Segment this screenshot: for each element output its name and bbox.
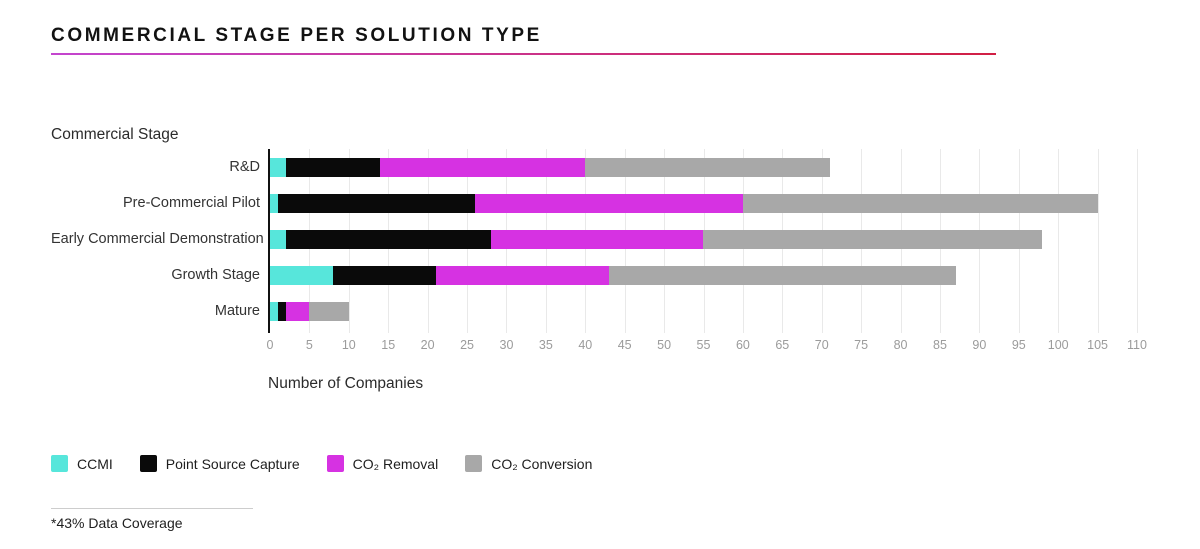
legend-item: CCMI	[51, 455, 113, 472]
x-tick-labels: 0 5 10 15 20 25 30 35 40 45 50 55 60 65 70 75 80 85 90 95 10…	[266, 333, 1147, 353]
category-label: Growth Stage	[171, 267, 260, 283]
x-tick-label: 70	[814, 338, 829, 352]
x-tick-label: 85	[933, 338, 947, 352]
category-label: Mature	[214, 303, 260, 319]
legend-item: CO₂ Removal	[326, 455, 439, 472]
chart-plot-row: R&D Pre-Commercial Pilot Early Commercial …	[51, 149, 1200, 352]
bar-segment	[490, 229, 704, 249]
gridline	[1058, 149, 1060, 333]
x-tick-label: 30	[499, 338, 514, 352]
legend-swatch	[51, 455, 68, 472]
bar-segment	[270, 265, 334, 285]
bar-row	[270, 221, 1137, 257]
bar-segment	[333, 265, 436, 285]
bar-track	[270, 265, 1137, 285]
legend: CCMI Point Source Capture CO₂ Removal CO₂ C…	[51, 455, 1200, 472]
x-tick-label: 60	[735, 338, 750, 352]
gridline	[1097, 149, 1099, 333]
x-tick-label: 80	[893, 338, 908, 352]
x-tick-label: 75	[854, 338, 869, 352]
x-tick-label: 55	[696, 338, 711, 352]
x-tick-label: 20	[420, 338, 435, 352]
bar-segment	[285, 157, 381, 177]
legend-label: CO₂ Conversion	[491, 455, 593, 472]
x-tick-label: 15	[381, 338, 396, 352]
bar-segment	[270, 229, 286, 249]
x-tick-label: 35	[538, 338, 553, 352]
bar-track	[270, 229, 1137, 249]
bar-segment	[380, 157, 586, 177]
x-tick-label: 105	[1087, 338, 1109, 352]
bar-row	[270, 149, 1137, 185]
plot-area: 0 5 10 15 20 25 30 35 40 45 50 55 60 65 70 75 80 85 90 95 10…	[267, 149, 1147, 352]
legend-label: CCMI	[77, 455, 113, 472]
page-title: COMMERCIAL STAGE PER SOLUTION TYPE	[51, 25, 542, 46]
category-labels: R&D Pre-Commercial Pilot Early Commercial …	[51, 149, 268, 333]
bar-segment	[309, 301, 349, 321]
bar-segment	[703, 229, 1043, 249]
legend-swatch	[139, 455, 157, 472]
bar-segment	[270, 301, 278, 321]
bar-segment	[742, 193, 1098, 213]
bar-row	[270, 185, 1137, 221]
category-label: Pre-Commercial Pilot	[123, 195, 260, 211]
category-label: Early Commercial Demonstration	[51, 231, 264, 247]
gridline	[1137, 149, 1138, 333]
x-tick-label: 0	[266, 338, 274, 352]
x-axis-title: Number of Companies	[268, 375, 424, 392]
legend-swatch	[465, 455, 483, 472]
bar-segment	[435, 265, 609, 285]
x-tick-label: 10	[341, 338, 356, 352]
x-tick-label: 100	[1047, 338, 1069, 352]
bar-segment	[285, 301, 310, 321]
x-tick-label: 45	[617, 338, 632, 352]
bar-segment	[474, 193, 743, 213]
y-axis-title: Commercial Stage	[51, 126, 179, 143]
legend-item: Point Source Capture	[139, 455, 300, 472]
bar-track	[270, 193, 1137, 213]
bar-track	[270, 157, 1137, 177]
title-underline-rule	[51, 53, 996, 55]
category-label: R&D	[229, 159, 260, 175]
footnote-divider	[51, 508, 253, 509]
legend-label: Point Source Capture	[165, 455, 300, 472]
bar-segment	[608, 265, 956, 285]
bars	[270, 149, 1137, 329]
x-tick-label: 25	[460, 338, 474, 352]
legend-item: CO₂ Conversion	[465, 455, 592, 472]
legend-swatch	[326, 455, 344, 472]
bar-row	[270, 257, 1137, 293]
x-tick-label: 65	[775, 338, 790, 352]
bar-segment	[277, 193, 475, 213]
legend-label: CO₂ Removal	[352, 455, 439, 472]
bar-segment	[585, 157, 830, 177]
x-tick-label: 40	[578, 338, 593, 352]
x-tick-label: 50	[657, 338, 672, 352]
bar-row	[270, 293, 1137, 329]
x-tick-label: 90	[972, 338, 987, 352]
bar-segment	[285, 229, 491, 249]
bar-segment	[270, 193, 278, 213]
x-tick-label: 5	[305, 338, 313, 352]
bar-track	[270, 301, 1137, 321]
bar-segment	[270, 157, 286, 177]
bar-segment	[277, 301, 286, 321]
x-tick-label: 110	[1127, 338, 1147, 352]
footnote: *43% Data Coverage	[51, 515, 183, 531]
x-tick-label: 95	[1011, 338, 1026, 352]
